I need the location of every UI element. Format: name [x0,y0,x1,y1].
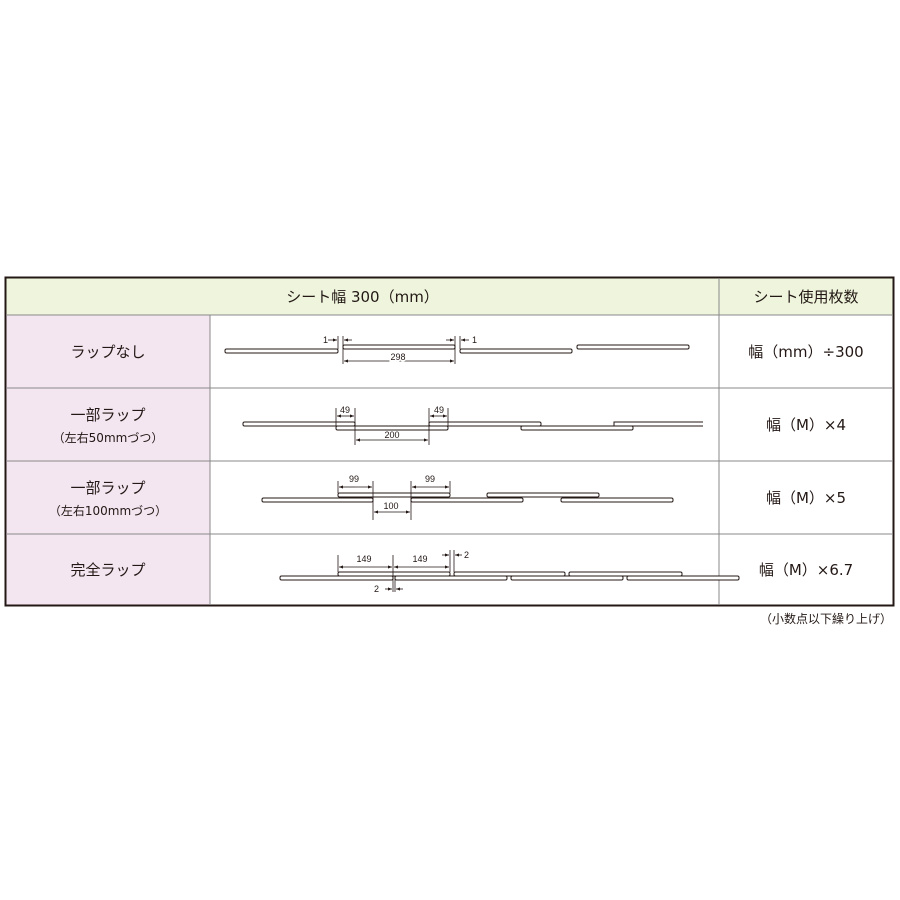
sheets [224,344,740,581]
row-label-partial-50: 一部ラップ （左右50mmづつ） [6,388,210,461]
row-label-sub: （左右50mmづつ） [52,430,164,445]
sheet [224,348,339,354]
dim-label: 149 [356,554,371,564]
dim-label: 149 [412,554,427,564]
formula-full-wrap: 幅（M）×6.7 [719,534,893,605]
dim-label: 1 [323,335,328,345]
sheet [453,571,566,577]
dim-label: 99 [425,474,435,484]
sheet [428,421,542,427]
dimension-lines [328,336,469,592]
dim-label: 200 [384,430,399,440]
header-sheet-width: シート幅 300（mm） [6,278,719,315]
dim-label: 1 [472,335,477,345]
dim-label: 99 [349,474,359,484]
row-label-partial-100: 一部ラップ （左右100mmづつ） [6,461,210,534]
sheet [279,575,394,581]
row-label-sub: （左右100mmづつ） [48,503,168,518]
sheet [410,497,524,503]
row-label-full-wrap: 完全ラップ [6,534,210,605]
sheet [337,571,451,577]
dim-label: 100 [383,501,398,511]
sheet [459,348,573,354]
sheet [242,421,356,427]
row-label-text: 一部ラップ [70,405,146,424]
sheet [486,492,600,498]
dim-label: 49 [434,405,444,415]
sheet [568,571,683,577]
dim-label: 2 [464,550,469,560]
formula-no-wrap: 幅（mm）÷300 [719,315,893,388]
sheet [520,425,634,431]
sheet [394,575,508,581]
row-label-no-wrap: ラップなし [6,315,210,388]
formula-partial-100: 幅（M）×5 [719,461,893,534]
sheet [510,575,624,581]
sheet [576,344,690,350]
row-label-text: 一部ラップ [70,478,146,497]
footnote: （小数点以下繰り上げ） [759,612,892,626]
row-label-text: 完全ラップ [70,561,146,579]
formula-partial-50: 幅（M）×4 [719,388,893,461]
dim-label: 2 [374,584,379,594]
sheet [335,425,449,431]
dimension-labels: 1 298 1 49 49 200 99 99 100 149 149 2 2 [323,335,477,594]
sheet [337,492,451,498]
row-label-text: ラップなし [70,343,146,361]
sheet [261,497,374,503]
dim-label: 49 [340,405,350,415]
sheet [613,421,703,427]
sheet [342,344,456,350]
header-sheet-count: シート使用枚数 [719,278,893,315]
sheet [626,575,740,581]
sheet [560,497,674,503]
dim-label: 298 [390,352,405,362]
table-borders [4,276,895,607]
